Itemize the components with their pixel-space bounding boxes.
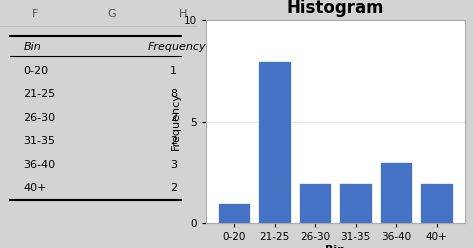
Text: F: F bbox=[32, 9, 38, 19]
Text: Bin: Bin bbox=[24, 42, 41, 52]
Text: 3: 3 bbox=[170, 160, 177, 170]
Text: 21-25: 21-25 bbox=[24, 89, 56, 99]
Y-axis label: Frequency: Frequency bbox=[171, 93, 181, 151]
Bar bbox=[339, 183, 372, 223]
Text: H: H bbox=[179, 9, 187, 19]
Text: 36-40: 36-40 bbox=[24, 160, 56, 170]
Text: 1: 1 bbox=[170, 66, 177, 76]
Text: 31-35: 31-35 bbox=[24, 136, 55, 146]
Text: 26-30: 26-30 bbox=[24, 113, 56, 123]
Title: Histogram: Histogram bbox=[287, 0, 384, 17]
X-axis label: Bin: Bin bbox=[325, 245, 346, 248]
Text: 8: 8 bbox=[170, 89, 177, 99]
Text: 0-20: 0-20 bbox=[24, 66, 49, 76]
Bar bbox=[299, 183, 331, 223]
Bar bbox=[258, 61, 291, 223]
Text: 2: 2 bbox=[170, 113, 177, 123]
Bar bbox=[420, 183, 453, 223]
FancyBboxPatch shape bbox=[0, 0, 197, 248]
Text: G: G bbox=[108, 9, 117, 19]
Text: Frequency: Frequency bbox=[147, 42, 206, 52]
Bar bbox=[380, 162, 412, 223]
Text: 40+: 40+ bbox=[24, 184, 47, 193]
Text: 2: 2 bbox=[170, 184, 177, 193]
Text: 2: 2 bbox=[170, 136, 177, 146]
Bar bbox=[218, 203, 250, 223]
